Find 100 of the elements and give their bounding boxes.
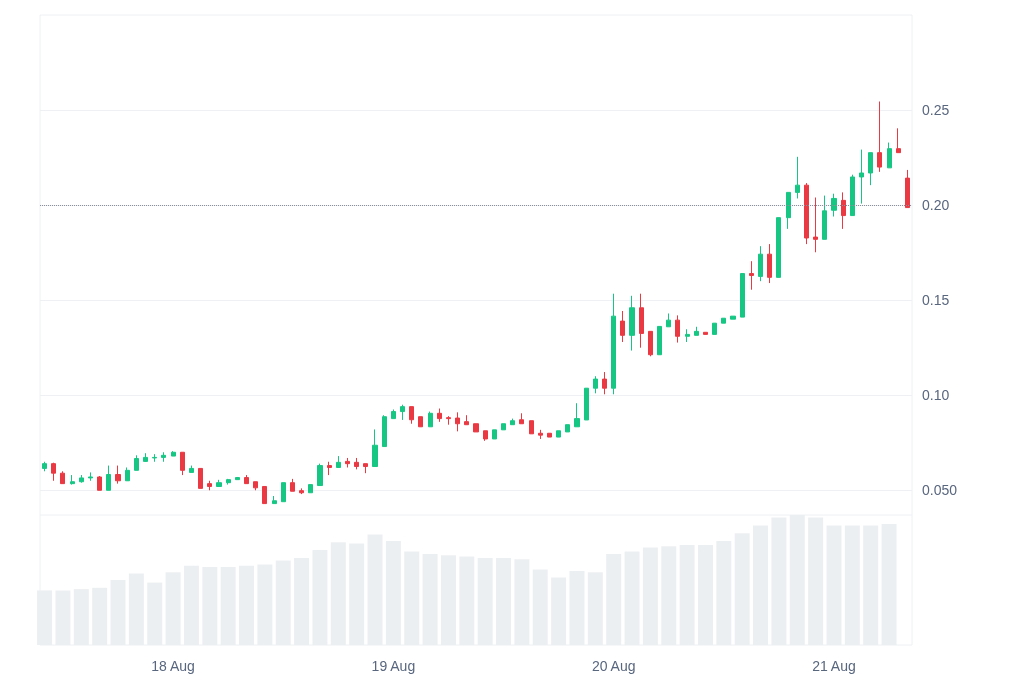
- candlestick: [226, 478, 231, 486]
- candlestick: [79, 474, 84, 484]
- candlestick: [620, 310, 625, 343]
- candlestick: [428, 411, 433, 428]
- candlestick: [70, 474, 75, 486]
- candlestick: [216, 479, 222, 487]
- candlestick: [97, 475, 102, 491]
- candlestick: [510, 418, 515, 426]
- candlestick: [776, 217, 781, 278]
- candlestick: [584, 387, 589, 421]
- candlestick: [492, 429, 497, 440]
- candlestick: [868, 152, 873, 186]
- candlestick: [446, 415, 451, 426]
- candlestick: [272, 495, 277, 505]
- candlestick: [143, 452, 148, 463]
- candlestick: [161, 451, 166, 463]
- candlestick: [290, 478, 295, 492]
- y-tick-label: 0.10: [922, 387, 950, 404]
- candlestick: [400, 404, 405, 421]
- candlestick: [483, 430, 488, 442]
- candlestick: [244, 474, 249, 485]
- candlestick: [666, 312, 671, 328]
- candlestick: [841, 191, 846, 230]
- y-tick-label: 0.25: [922, 102, 950, 119]
- candlestick: [464, 414, 469, 426]
- candlestick: [354, 457, 359, 470]
- candlestick: [180, 451, 185, 476]
- candlestick: [473, 423, 479, 433]
- candlestick: [317, 463, 323, 487]
- candlestick: [675, 314, 680, 344]
- candlestick: [611, 293, 616, 395]
- candlestick: [850, 174, 855, 217]
- candlestick: [51, 462, 56, 482]
- candlestick: [327, 461, 332, 476]
- candlestick: [556, 430, 561, 438]
- candlestick: [437, 408, 442, 423]
- candlestick: [547, 432, 552, 438]
- candlestick: [712, 322, 717, 335]
- candlestick: [207, 480, 212, 491]
- x-tick-label: 21 Aug: [812, 658, 856, 674]
- candlestick: [299, 487, 304, 495]
- candlestick: [455, 411, 460, 432]
- candlestick: [721, 317, 726, 324]
- candlestick: [262, 485, 267, 505]
- candlestick: [685, 328, 690, 343]
- candlestick: [703, 331, 708, 335]
- candlestick: [795, 156, 800, 199]
- candlestick: [877, 101, 882, 173]
- candlestick: [740, 273, 745, 318]
- candlestick: [253, 481, 258, 491]
- candlestick: [281, 482, 286, 503]
- candlestick: [42, 461, 47, 472]
- candlestick: [629, 295, 635, 352]
- x-tick-label: 20 Aug: [591, 658, 636, 674]
- candlestick: [529, 420, 534, 435]
- candlestick: [887, 142, 892, 169]
- candlestick: [308, 484, 313, 494]
- y-tick-label: 0.15: [922, 292, 950, 309]
- candlestick: [88, 471, 93, 482]
- candlestick: [749, 260, 754, 291]
- candlestick: [363, 463, 368, 474]
- candlestick: [125, 466, 130, 482]
- candlestick: [152, 453, 157, 463]
- candlestick: [115, 465, 121, 485]
- candlestick: [896, 127, 901, 154]
- candlestick: [804, 182, 809, 245]
- candlestick: [730, 315, 736, 320]
- candlestick: [657, 325, 662, 356]
- candlestick: [106, 465, 111, 491]
- candlestick: [831, 193, 837, 218]
- candlestick: [501, 423, 506, 431]
- candlestick: [519, 412, 524, 425]
- candlestick: [134, 454, 139, 471]
- candlestick: [859, 149, 864, 205]
- x-tick-label: 18 Aug: [151, 658, 195, 674]
- candlestick: [694, 326, 699, 336]
- candlestick: [372, 428, 378, 468]
- candlestick: [235, 476, 240, 481]
- x-tick-label: 19 Aug: [371, 658, 416, 674]
- candlestick: [189, 465, 194, 473]
- candlestick: [60, 470, 65, 485]
- candlestick: [409, 406, 414, 425]
- candlestick: [639, 293, 644, 349]
- candlestick: [593, 375, 598, 394]
- candlestick: [538, 429, 543, 440]
- candlestick: [171, 450, 176, 457]
- candlestick: [813, 197, 818, 253]
- candlestick: [391, 408, 396, 420]
- candlestick: [574, 402, 580, 428]
- candlestick: [602, 371, 607, 395]
- candlestick: [345, 457, 350, 468]
- candlestick: [822, 195, 827, 240]
- candlestick: [418, 416, 423, 428]
- candlestick: [758, 245, 763, 282]
- candlestick: [382, 414, 387, 448]
- candlestick: [786, 191, 791, 230]
- candlestick: [767, 243, 772, 284]
- candlestick: [336, 455, 341, 468]
- y-tick-label: 0.050: [922, 482, 958, 499]
- candlestick: [565, 424, 570, 433]
